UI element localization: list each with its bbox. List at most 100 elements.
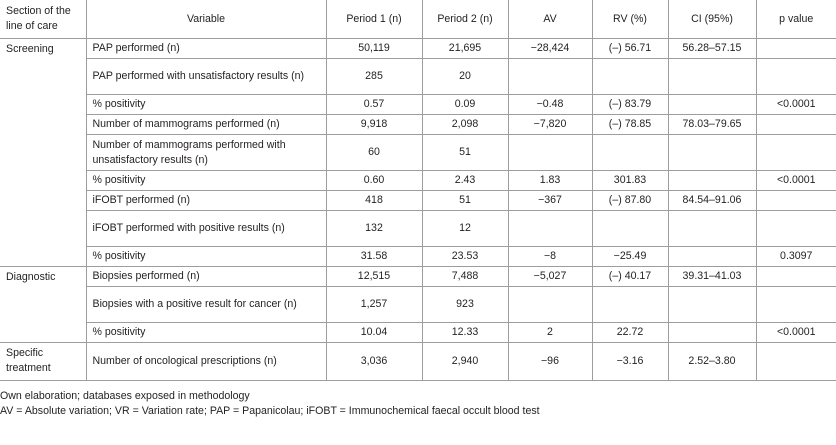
cell-period2: 2,940 [422, 342, 509, 381]
cell-period2: 12 [422, 210, 509, 247]
header-period1: Period 1 (n) [326, 0, 423, 39]
cell-av: −7,820 [508, 114, 593, 135]
header-section: Section of the line of care [0, 0, 87, 39]
cell-pvalue [756, 38, 836, 59]
header-av: AV [508, 0, 593, 39]
cell-period1: 132 [326, 210, 423, 247]
table-body: Screening PAP performed (n) 50,119 21,695 −2… [0, 38, 836, 381]
cell-rv: (–) 56.71 [592, 38, 669, 59]
cell-variable: Number of mammograms performed with unsa… [86, 134, 327, 171]
cell-period2: 23.53 [422, 246, 509, 267]
cell-variable: PAP performed with unsatisfactory result… [86, 58, 327, 95]
cell-variable: % positivity [86, 246, 327, 267]
cell-pvalue [756, 286, 836, 323]
cell-pvalue: <0.0001 [756, 170, 836, 191]
cell-pvalue [756, 58, 836, 95]
cell-ci [668, 94, 757, 115]
cell-ci: 2.52–3.80 [668, 342, 757, 381]
results-table: Section of the line of care Variable Per… [0, 0, 836, 381]
cell-rv: 301.83 [592, 170, 669, 191]
cell-pvalue [756, 190, 836, 211]
cell-variable: iFOBT performed (n) [86, 190, 327, 211]
cell-period1: 9,918 [326, 114, 423, 135]
cell-ci: 84.54–91.06 [668, 190, 757, 211]
cell-rv: (–) 87.80 [592, 190, 669, 211]
header-period2: Period 2 (n) [422, 0, 509, 39]
cell-av: −96 [508, 342, 593, 381]
cell-ci [668, 134, 757, 171]
table-row: % positivity 10.04 12.33 2 22.72 <0.0001 [0, 322, 836, 343]
cell-variable: Number of oncological prescriptions (n) [86, 342, 327, 381]
cell-rv: (–) 78.85 [592, 114, 669, 135]
cell-variable: Biopsies performed (n) [86, 266, 327, 287]
cell-ci: 39.31–41.03 [668, 266, 757, 287]
section-name: Screening [0, 38, 87, 267]
cell-period2: 12.33 [422, 322, 509, 343]
cell-rv [592, 134, 669, 171]
cell-ci [668, 322, 757, 343]
table-row: % positivity 0.57 0.09 −0.48 (–) 83.79 <0.000… [0, 94, 836, 115]
cell-period1: 1,257 [326, 286, 423, 323]
cell-rv: (–) 83.79 [592, 94, 669, 115]
cell-av [508, 58, 593, 95]
table-row: iFOBT performed with positive results (n… [0, 210, 836, 247]
cell-period2: 2,098 [422, 114, 509, 135]
cell-period1: 0.57 [326, 94, 423, 115]
cell-ci [668, 170, 757, 191]
cell-rv [592, 210, 669, 247]
cell-rv: (–) 40.17 [592, 266, 669, 287]
cell-av [508, 286, 593, 323]
cell-rv [592, 58, 669, 95]
table-row: Diagnostic Biopsies performed (n) 12,515 7,… [0, 266, 836, 343]
header-variable: Variable [86, 0, 327, 39]
table-row: % positivity 31.58 23.53 −8 −25.49 0.3097 [0, 246, 836, 267]
table-row: % positivity 0.60 2.43 1.83 301.83 <0.0001 [0, 170, 836, 191]
footnote-abbreviations: AV = Absolute variation; VR = Variation … [0, 405, 540, 417]
cell-ci [668, 286, 757, 323]
cell-pvalue: 0.3097 [756, 246, 836, 267]
cell-period2: 923 [422, 286, 509, 323]
cell-pvalue: <0.0001 [756, 322, 836, 343]
cell-av: 2 [508, 322, 593, 343]
cell-period1: 10.04 [326, 322, 423, 343]
table-row: Number of mammograms performed with unsa… [0, 134, 836, 171]
cell-variable: Number of mammograms performed (n) [86, 114, 327, 135]
cell-period2: 21,695 [422, 38, 509, 59]
cell-period2: 2.43 [422, 170, 509, 191]
cell-period1: 31.58 [326, 246, 423, 267]
cell-av: −8 [508, 246, 593, 267]
cell-pvalue [756, 342, 836, 381]
cell-period2: 51 [422, 134, 509, 171]
cell-period2: 0.09 [422, 94, 509, 115]
cell-av [508, 210, 593, 247]
cell-pvalue [756, 134, 836, 171]
cell-pvalue [756, 210, 836, 247]
header-rv: RV (%) [592, 0, 669, 39]
cell-av: −367 [508, 190, 593, 211]
cell-variable: iFOBT performed with positive results (n… [86, 210, 327, 247]
cell-pvalue [756, 266, 836, 287]
cell-period1: 3,036 [326, 342, 423, 381]
cell-ci: 78.03–79.65 [668, 114, 757, 135]
cell-period1: 0.60 [326, 170, 423, 191]
cell-ci [668, 246, 757, 267]
cell-av: 1.83 [508, 170, 593, 191]
header-ci: CI (95%) [668, 0, 757, 39]
cell-rv: −3.16 [592, 342, 669, 381]
cell-ci [668, 210, 757, 247]
cell-variable: Biopsies with a positive result for canc… [86, 286, 327, 323]
table-row: Screening PAP performed (n) 50,119 21,695 −2… [0, 38, 836, 267]
cell-period2: 20 [422, 58, 509, 95]
cell-rv: 22.72 [592, 322, 669, 343]
table-row: PAP performed with unsatisfactory result… [0, 58, 836, 95]
cell-period1: 285 [326, 58, 423, 95]
cell-rv [592, 286, 669, 323]
cell-variable: PAP performed (n) [86, 38, 327, 59]
cell-period1: 60 [326, 134, 423, 171]
cell-av: −0.48 [508, 94, 593, 115]
cell-period2: 7,488 [422, 266, 509, 287]
cell-period1: 12,515 [326, 266, 423, 287]
cell-variable: % positivity [86, 170, 327, 191]
section-name: Diagnostic [0, 266, 87, 343]
